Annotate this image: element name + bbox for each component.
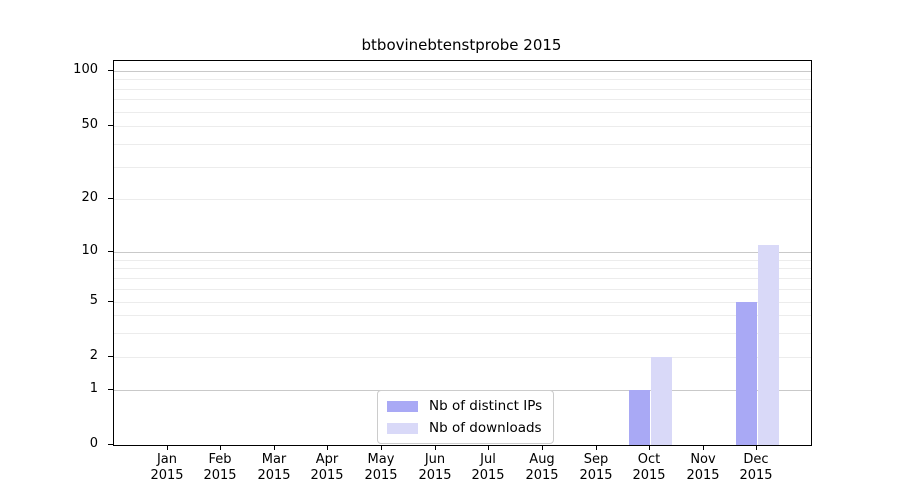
major-gridline: [114, 252, 811, 253]
y-tick-mark: [108, 356, 113, 357]
y-tick-label: 10: [81, 243, 98, 258]
month-label: May: [367, 452, 395, 467]
x-tick-mark: [167, 446, 168, 450]
year-label: 2015: [739, 468, 773, 483]
month-label: Feb: [208, 452, 232, 467]
x-tick-mark: [756, 446, 757, 450]
x-tick-mark: [488, 446, 489, 450]
x-tick-mark: [381, 446, 382, 450]
minor-gridline: [114, 302, 811, 303]
x-tick-mark: [327, 446, 328, 450]
minor-gridline: [114, 199, 811, 200]
month-label: Apr: [315, 452, 339, 467]
legend-label-downloads: Nb of downloads: [429, 420, 542, 436]
x-tick-mark: [649, 446, 650, 450]
month-label: Jul: [480, 452, 496, 467]
legend: Nb of distinct IPs Nb of downloads: [377, 390, 555, 444]
month-label: Jun: [424, 452, 446, 467]
x-tick-label: May 2015: [349, 452, 413, 484]
y-tick-label: 20: [81, 190, 98, 205]
year-label: 2015: [632, 468, 666, 483]
minor-gridline: [114, 289, 811, 290]
x-tick-mark: [703, 446, 704, 450]
bar-downloads: [758, 245, 779, 445]
y-tick-label: 5: [89, 293, 98, 308]
plot-area: Nb of distinct IPs Nb of downloads: [113, 60, 812, 446]
month-label: Nov: [690, 452, 716, 467]
x-tick-mark: [220, 446, 221, 450]
x-tick-label: Nov 2015: [671, 452, 735, 484]
bar-distinct-ips: [629, 390, 650, 445]
minor-gridline: [114, 333, 811, 334]
x-tick-label: Jun 2015: [403, 452, 467, 484]
year-label: 2015: [686, 468, 720, 483]
bar-distinct-ips: [736, 302, 757, 445]
minor-gridline: [114, 112, 811, 113]
minor-gridline: [114, 357, 811, 358]
x-tick-mark: [435, 446, 436, 450]
legend-entry-distinct-ips: Nb of distinct IPs: [387, 398, 542, 414]
year-label: 2015: [203, 468, 237, 483]
y-tick-mark: [108, 389, 113, 390]
x-tick-label: Sep 2015: [564, 452, 628, 484]
minor-gridline: [114, 89, 811, 90]
minor-gridline: [114, 126, 811, 127]
y-tick-label: 0: [89, 436, 98, 451]
bar-downloads: [651, 357, 672, 445]
x-tick-label: Oct 2015: [617, 452, 681, 484]
y-tick-mark: [108, 444, 113, 445]
year-label: 2015: [418, 468, 452, 483]
month-label: Aug: [529, 452, 555, 467]
month-label: Oct: [637, 452, 661, 467]
minor-gridline: [114, 144, 811, 145]
x-tick-label: Jan 2015: [135, 452, 199, 484]
month-label: Jan: [156, 452, 178, 467]
chart-title: btbovinebtenstprobe 2015: [361, 36, 562, 54]
x-tick-label: Dec 2015: [724, 452, 788, 484]
legend-swatch-downloads: [387, 422, 418, 434]
x-tick-label: Apr 2015: [295, 452, 359, 484]
minor-gridline: [114, 167, 811, 168]
y-tick-label: 100: [73, 62, 98, 77]
minor-gridline: [114, 99, 811, 100]
year-label: 2015: [579, 468, 613, 483]
legend-label-distinct-ips: Nb of distinct IPs: [429, 398, 543, 414]
year-label: 2015: [150, 468, 184, 483]
year-label: 2015: [364, 468, 398, 483]
x-tick-label: Jul 2015: [456, 452, 520, 484]
x-tick-mark: [274, 446, 275, 450]
month-label: Sep: [583, 452, 609, 467]
month-label: Dec: [743, 452, 769, 467]
legend-entry-downloads: Nb of downloads: [387, 420, 542, 436]
y-tick-mark: [108, 251, 113, 252]
y-tick-mark: [108, 198, 113, 199]
y-tick-mark: [108, 70, 113, 71]
minor-gridline: [114, 260, 811, 261]
minor-gridline: [114, 315, 811, 316]
x-tick-mark: [596, 446, 597, 450]
y-tick-mark: [108, 125, 113, 126]
year-label: 2015: [525, 468, 559, 483]
minor-gridline: [114, 79, 811, 80]
year-label: 2015: [471, 468, 505, 483]
y-tick-label: 2: [89, 348, 98, 363]
x-tick-mark: [542, 446, 543, 450]
month-label: Mar: [261, 452, 287, 467]
y-tick-label: 1: [89, 381, 98, 396]
legend-swatch-distinct-ips: [387, 400, 418, 412]
minor-gridline: [114, 278, 811, 279]
major-gridline: [114, 71, 811, 72]
bars-layer: [114, 61, 811, 445]
x-tick-label: Feb 2015: [188, 452, 252, 484]
year-label: 2015: [310, 468, 344, 483]
y-tick-label: 50: [81, 117, 98, 132]
x-tick-label: Mar 2015: [242, 452, 306, 484]
minor-gridline: [114, 268, 811, 269]
year-label: 2015: [257, 468, 291, 483]
y-tick-mark: [108, 301, 113, 302]
x-tick-label: Aug 2015: [510, 452, 574, 484]
